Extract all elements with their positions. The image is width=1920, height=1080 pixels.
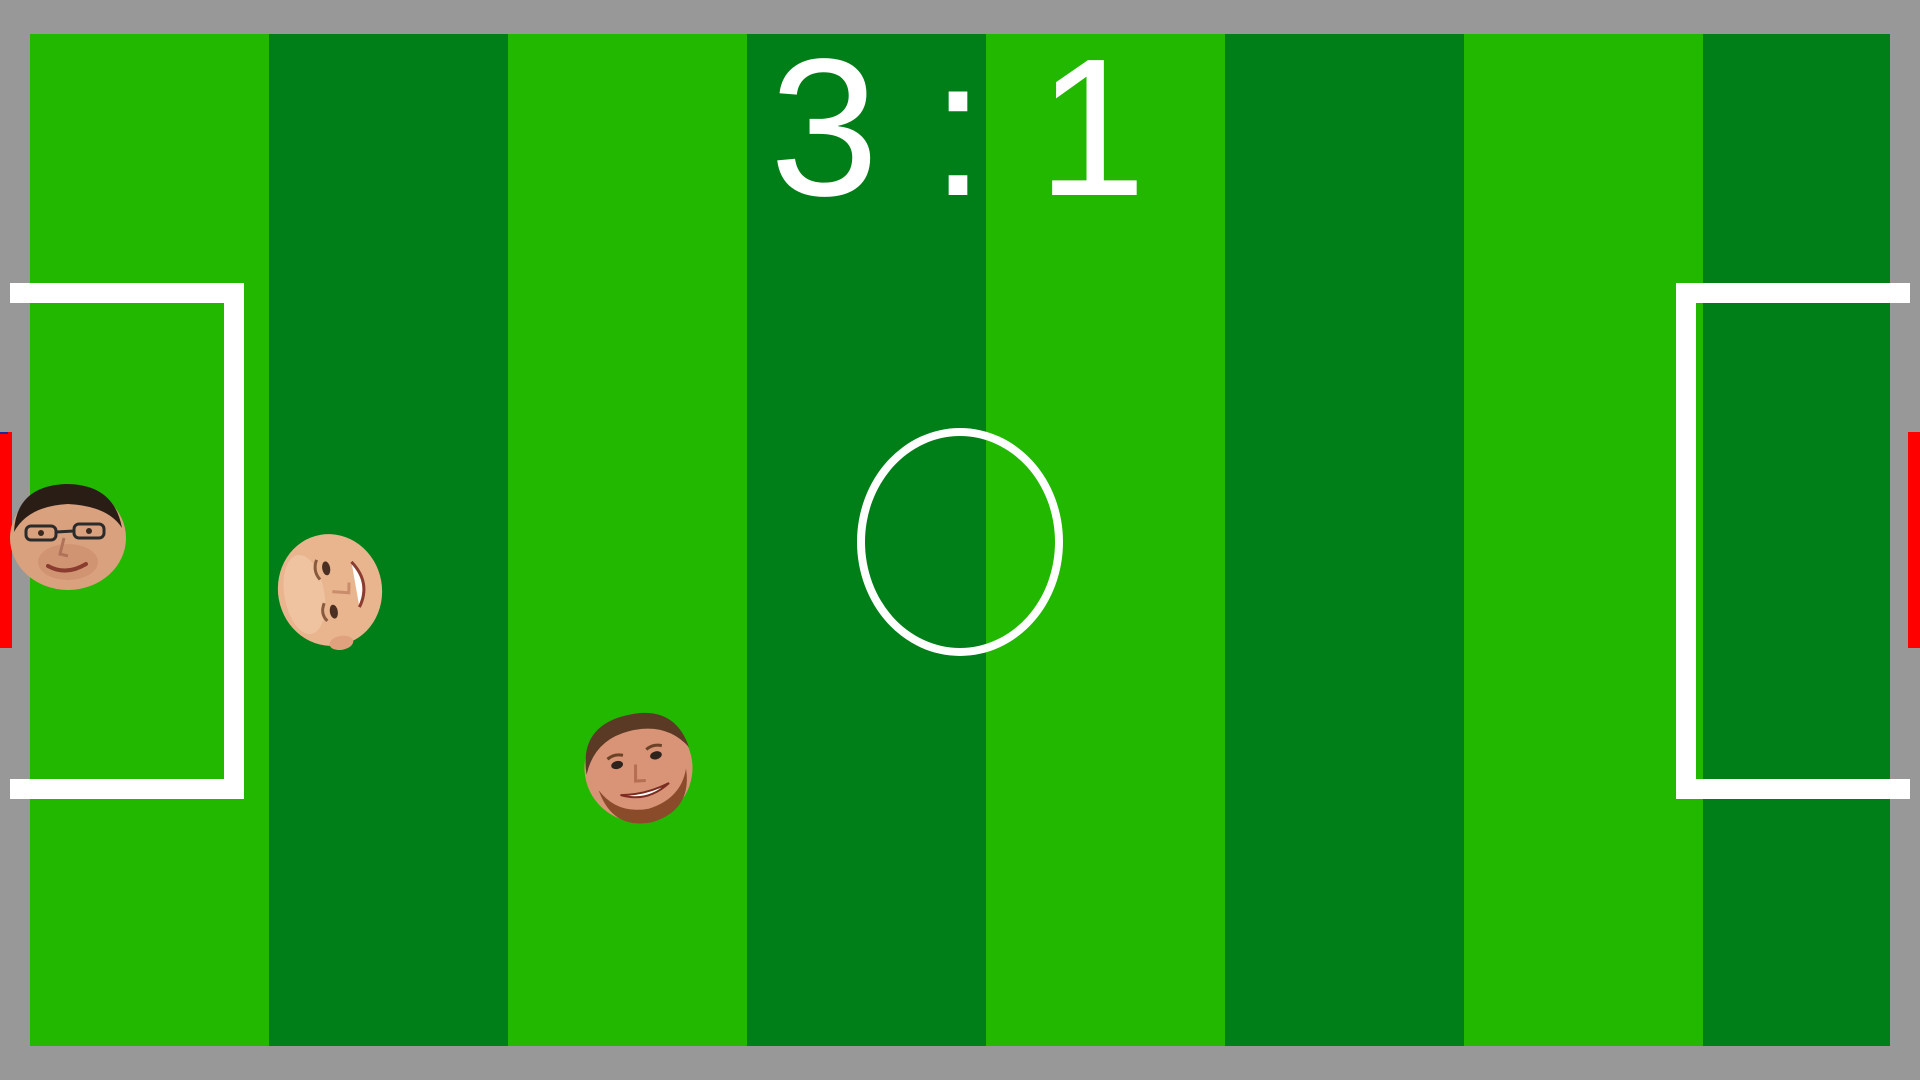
player-head-bald-icon[interactable] bbox=[268, 530, 392, 652]
player-1-face bbox=[10, 484, 126, 590]
player-head-bearded-icon[interactable] bbox=[576, 704, 700, 826]
goal-marker bbox=[0, 432, 8, 434]
center-circle bbox=[857, 428, 1063, 656]
penalty-box-left bbox=[10, 283, 244, 799]
field-stripe bbox=[1464, 34, 1703, 1046]
score-left: 3 bbox=[769, 18, 883, 237]
goal-right bbox=[1908, 432, 1920, 648]
player-2-face bbox=[277, 534, 383, 651]
field-stripe bbox=[1703, 34, 1890, 1046]
score-separator: : bbox=[930, 18, 990, 237]
scoreboard: 3:1 bbox=[0, 30, 1920, 226]
penalty-box-right bbox=[1676, 283, 1910, 799]
field-stripe bbox=[508, 34, 747, 1046]
field-stripe bbox=[1225, 34, 1464, 1046]
player-3-face bbox=[584, 712, 693, 824]
score-right: 1 bbox=[1037, 18, 1151, 237]
player-head-glasses-icon[interactable] bbox=[4, 472, 128, 594]
goal-left bbox=[0, 432, 12, 648]
